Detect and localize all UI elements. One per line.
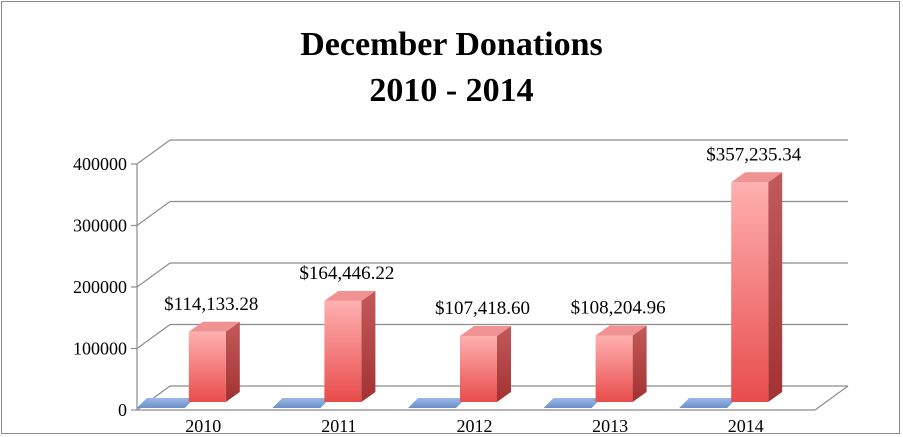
- y-tick-label-4: 400000: [73, 154, 127, 174]
- data-label-2012: $107,418.60: [435, 298, 530, 319]
- floor-marker-2013: [543, 398, 602, 408]
- chart-title-line-1: December Donations: [300, 26, 603, 63]
- y-tick-label-1: 100000: [73, 339, 127, 359]
- bar-2012: [460, 335, 497, 402]
- data-label-2013: $108,204.96: [571, 297, 666, 318]
- gridline-side-3: [136, 201, 171, 226]
- bar-2010: [188, 331, 226, 402]
- floor-right-edge: [814, 385, 849, 411]
- bar-side-2011: [361, 290, 376, 402]
- floor-marker-2011: [272, 398, 331, 408]
- bar-side-2014: [768, 172, 783, 402]
- bar-top-2014: [731, 172, 783, 183]
- y-tick-label-2: 200000: [73, 277, 127, 297]
- bar-top-2012: [460, 325, 511, 336]
- floor-marker-2014: [679, 398, 738, 408]
- bar-2013: [595, 335, 633, 402]
- bar-2011: [324, 300, 362, 402]
- floor-marker-2012: [408, 398, 466, 408]
- y-axis: 0 100000 200000 300000 400000: [73, 154, 849, 420]
- y-tick-label-3: 300000: [73, 216, 127, 236]
- bar-side-2012: [497, 325, 511, 402]
- bar-top-2011: [324, 290, 376, 301]
- gridline-side-1: [136, 324, 171, 349]
- x-tick-label-2011: 2011: [321, 416, 356, 436]
- data-label-2011: $164,446.22: [299, 263, 394, 284]
- y-tick-label-0: 0: [118, 400, 127, 420]
- x-tick-label-2013: 2013: [592, 416, 628, 436]
- floor-marker-2010: [136, 398, 195, 408]
- bars: [136, 172, 783, 408]
- x-tick-label-2012: 2012: [457, 416, 493, 436]
- chart-title: December Donations 2010 - 2014: [0, 22, 903, 114]
- bar-top-2013: [595, 325, 647, 336]
- bar-side-2010: [225, 321, 240, 402]
- labels: $114,133.28 2010 $164,446.22 2011 $107,418.6…: [164, 144, 802, 436]
- gridline-side-2: [136, 262, 171, 288]
- data-label-2014: $357,235.34: [706, 144, 802, 165]
- chart-title-line-2: 2010 - 2014: [369, 72, 534, 109]
- data-label-2010: $114,133.28: [164, 294, 258, 315]
- gridline-side-4: [136, 139, 171, 165]
- bar-side-2013: [632, 325, 647, 402]
- x-tick-label-2010: 2010: [185, 416, 221, 436]
- bar-2014: [731, 182, 769, 402]
- x-tick-label-2014: 2014: [728, 416, 764, 436]
- bar-top-2010: [188, 321, 240, 332]
